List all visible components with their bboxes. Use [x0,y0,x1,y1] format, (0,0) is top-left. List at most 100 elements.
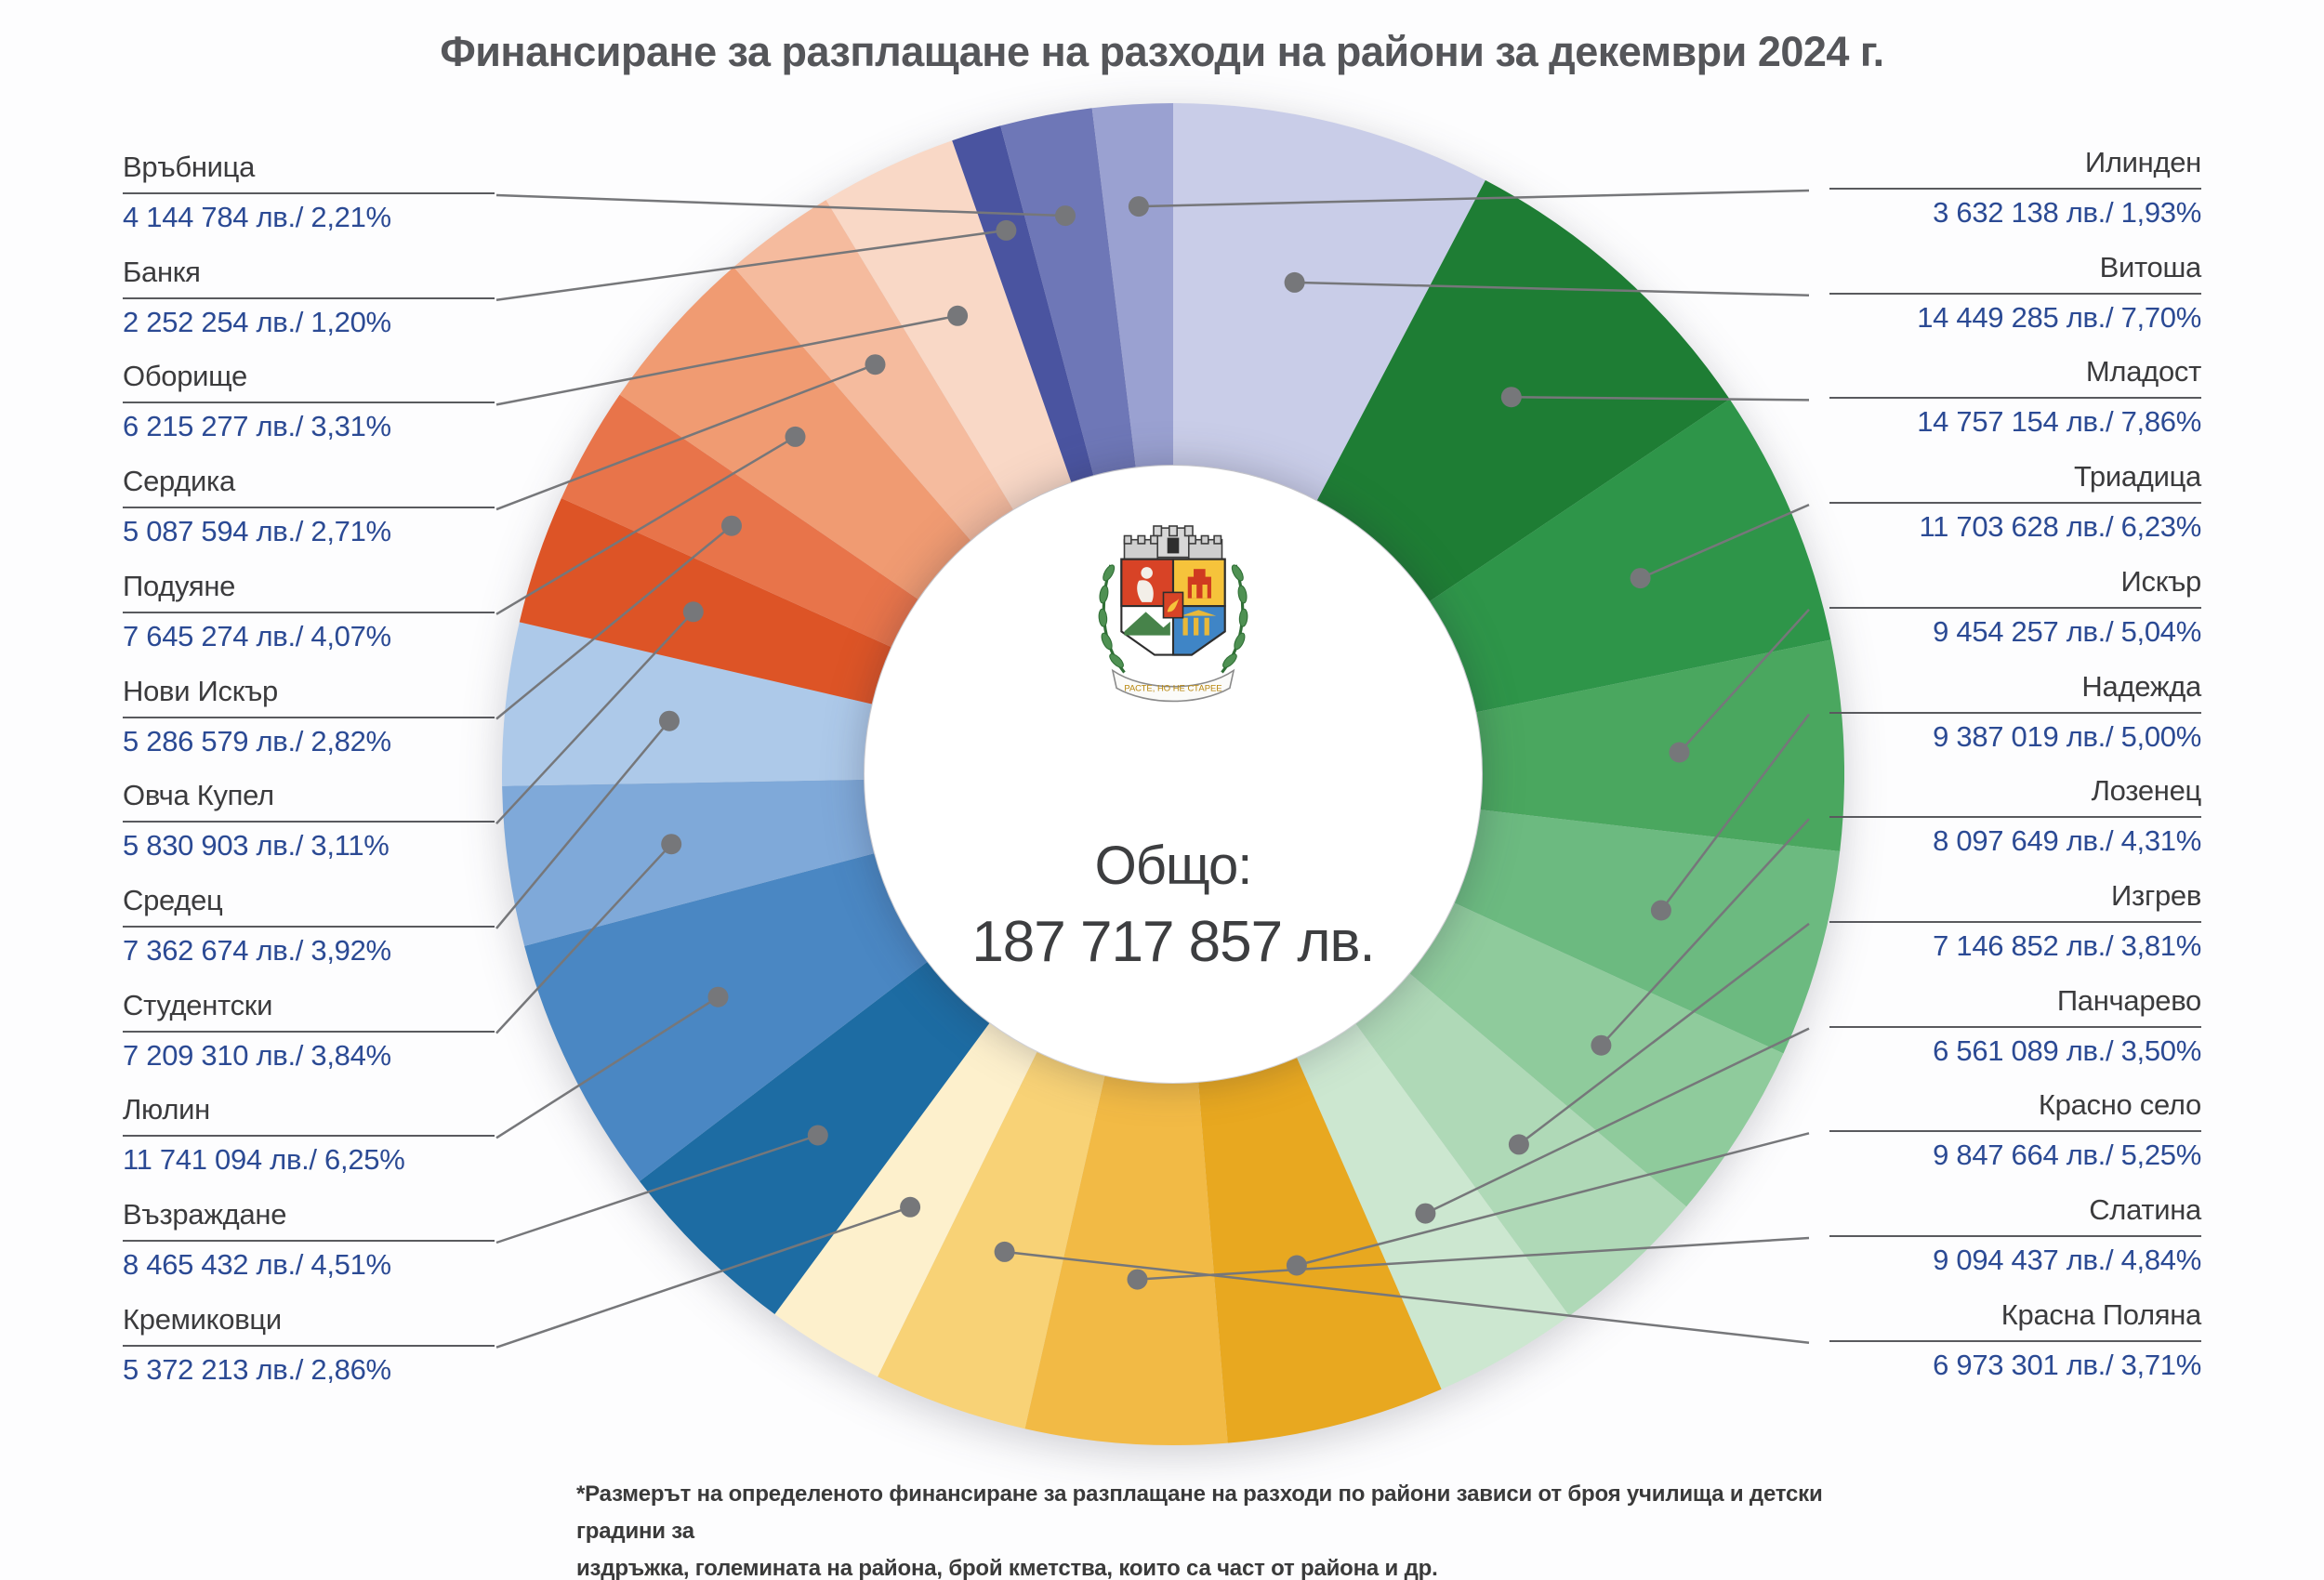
district-value: 5 286 579 лв./ 2,82% [123,724,391,757]
district-label-Възраждане: Възраждане 8 465 432 лв./ 4,51% [123,1198,495,1282]
district-label-Нови Искър: Нови Искър 5 286 579 лв./ 2,82% [123,675,495,758]
leader-line-Нови Искър [495,524,733,720]
district-name: Илинден [1829,146,2201,190]
district-name: Искър [1829,565,2201,609]
leader-dot-Витоша [1284,271,1305,293]
footnote-line-2: издръжка, големината на района, брой кме… [576,1556,1438,1580]
donut-segment-Красна Поляна [878,1052,1105,1429]
district-value: 6 215 277 лв./ 3,31% [123,410,391,443]
district-name: Овча Купел [123,779,495,823]
district-value: 7 146 852 лв./ 3,81% [1933,928,2201,962]
district-name: Младост [1829,355,2201,400]
district-label-Студентски: Студентски 7 209 310 лв./ 3,84% [123,989,495,1073]
leader-line-Овча Купел [495,611,694,825]
district-value: 8 097 649 лв./ 4,31% [1933,824,2201,858]
leader-dot-Овча Купел [682,601,704,623]
donut-segment-Връбница [1000,108,1136,476]
district-value: 11 703 628 лв./ 6,23% [1919,510,2202,544]
donut-segment-Студентски [502,779,875,946]
center-total-label: Общо: [1094,836,1253,896]
district-label-Люлин: Люлин 11 741 094 лв./ 6,25% [123,1093,495,1177]
leader-line-Младост [1511,395,1810,402]
district-value: 4 144 784 лв./ 2,21% [123,201,391,233]
leader-dot-Надежда [1650,900,1671,921]
district-name: Кремиковци [123,1303,495,1347]
leader-dot-Студентски [661,834,682,855]
district-value: 9 847 664 лв./ 5,25% [1933,1139,2201,1172]
district-value: 7 362 674 лв./ 3,92% [123,933,391,967]
center-total-value: 187 717 857 лв. [971,910,1375,974]
donut-segment-Банкя [952,125,1094,482]
leader-line-Сердика [495,363,876,511]
donut-segments [501,103,1844,1446]
leader-dot-Искър [1669,742,1690,763]
leader-line-Красно село [1296,1132,1810,1267]
district-name: Изгрев [1829,879,2201,923]
district-label-Слатина: Слатина 9 094 437 лв./ 4,84% [1829,1193,2201,1277]
sofia-coat-of-arms: РАСТЕ, НО НЕ СТАРЕЕ [1098,525,1248,703]
leader-lines [495,189,1810,1349]
donut-segment-Овча Купел [519,498,891,704]
motto-text: РАСТЕ, НО НЕ СТАРЕЕ [1124,683,1221,693]
district-value: 6 973 301 лв./ 3,71% [1933,1348,2201,1381]
leader-dot-Кремиковци [900,1196,921,1218]
district-label-Овча Купел: Овча Купел 5 830 903 лв./ 3,11% [123,779,495,862]
district-name: Банкя [123,256,495,299]
leader-dot-Красно село [1286,1255,1307,1276]
leader-line-Слатина [1137,1236,1810,1281]
donut-segment-Слатина [1024,1075,1228,1446]
leader-dot-Лозенец [1591,1034,1612,1056]
page-title: Финансиране за разплащане на разходи на … [440,28,1884,75]
leader-dot-Триадица [1630,568,1651,589]
leader-dot-Възраждане [807,1125,828,1146]
leader-dot-Връбница [1055,205,1076,227]
leader-line-Витоша [1294,281,1810,296]
district-label-Средец: Средец 7 362 674 лв./ 3,92% [123,884,495,968]
mural-crown-icon [1123,525,1223,560]
district-label-Триадица: Триадица 11 703 628 лв./ 6,23% [1829,460,2201,544]
leader-dot-Красна Поляна [994,1241,1015,1262]
district-name: Слатина [1829,1193,2201,1237]
leader-line-Красна Поляна [1004,1250,1810,1344]
district-value: 5 830 903 лв./ 3,11% [123,829,390,862]
district-value: 5 087 594 лв./ 2,71% [123,515,391,548]
donut-segment-Илинден [1091,103,1173,467]
leader-line-Студентски [495,843,673,1034]
leader-line-Връбница [495,193,1066,217]
leader-dot-Оборище [947,305,969,326]
district-value: 7 209 310 лв./ 3,84% [123,1038,391,1072]
district-label-Кремиковци: Кремиковци 5 372 213 лв./ 2,86% [123,1303,495,1387]
leader-dot-Нови Искър [721,515,742,536]
district-value: 5 372 213 лв./ 2,86% [123,1352,391,1386]
district-label-Сердика: Сердика 5 087 594 лв./ 2,71% [123,465,495,548]
leader-line-Лозенец [1600,818,1810,1047]
leader-line-Кремиковци [495,1205,911,1349]
district-label-Надежда: Надежда 9 387 019 лв./ 5,00% [1829,670,2201,754]
district-value: 9 454 257 лв./ 5,04% [1933,614,2201,648]
district-name: Възраждане [123,1198,495,1242]
leader-dot-Люлин [707,986,729,1007]
district-value: 2 252 254 лв./ 1,20% [123,305,391,338]
leader-line-Люлин [495,995,720,1139]
leader-line-Възраждане [495,1134,819,1244]
district-name: Връбница [123,151,495,194]
district-name: Люлин [123,1093,495,1138]
leader-line-Триадица [1640,503,1810,580]
district-value: 9 094 437 лв./ 4,84% [1933,1244,2201,1276]
district-label-Лозенец: Лозенец 8 097 649 лв./ 4,31% [1829,774,2201,858]
donut-segment-Средец [501,622,872,786]
district-value: 9 387 019 лв./ 5,00% [1933,719,2201,753]
laurel-branch-icon [1098,564,1248,674]
district-name: Триадица [1829,460,2201,505]
donut-segment-Красно село [1198,1058,1442,1443]
donut-segment-Оборище [825,140,1072,510]
district-value: 7 645 274 лв./ 4,07% [123,619,391,652]
district-name: Красно село [1829,1088,2201,1133]
footnote: *Размерът на определеното финансиране за… [576,1476,1878,1580]
district-label-Искър: Искър 9 454 257 лв./ 5,04% [1829,565,2201,649]
district-value: 6 561 089 лв./ 3,50% [1933,1034,2201,1067]
shield [1120,558,1226,656]
leader-dot-Подуяне [785,426,806,447]
district-value: 14 449 285 лв./ 7,70% [1917,300,2201,334]
